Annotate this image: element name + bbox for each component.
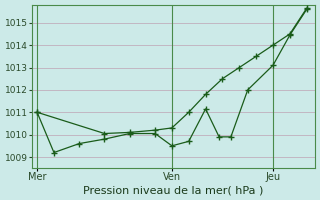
X-axis label: Pression niveau de la mer( hPa ): Pression niveau de la mer( hPa ) <box>84 185 264 195</box>
